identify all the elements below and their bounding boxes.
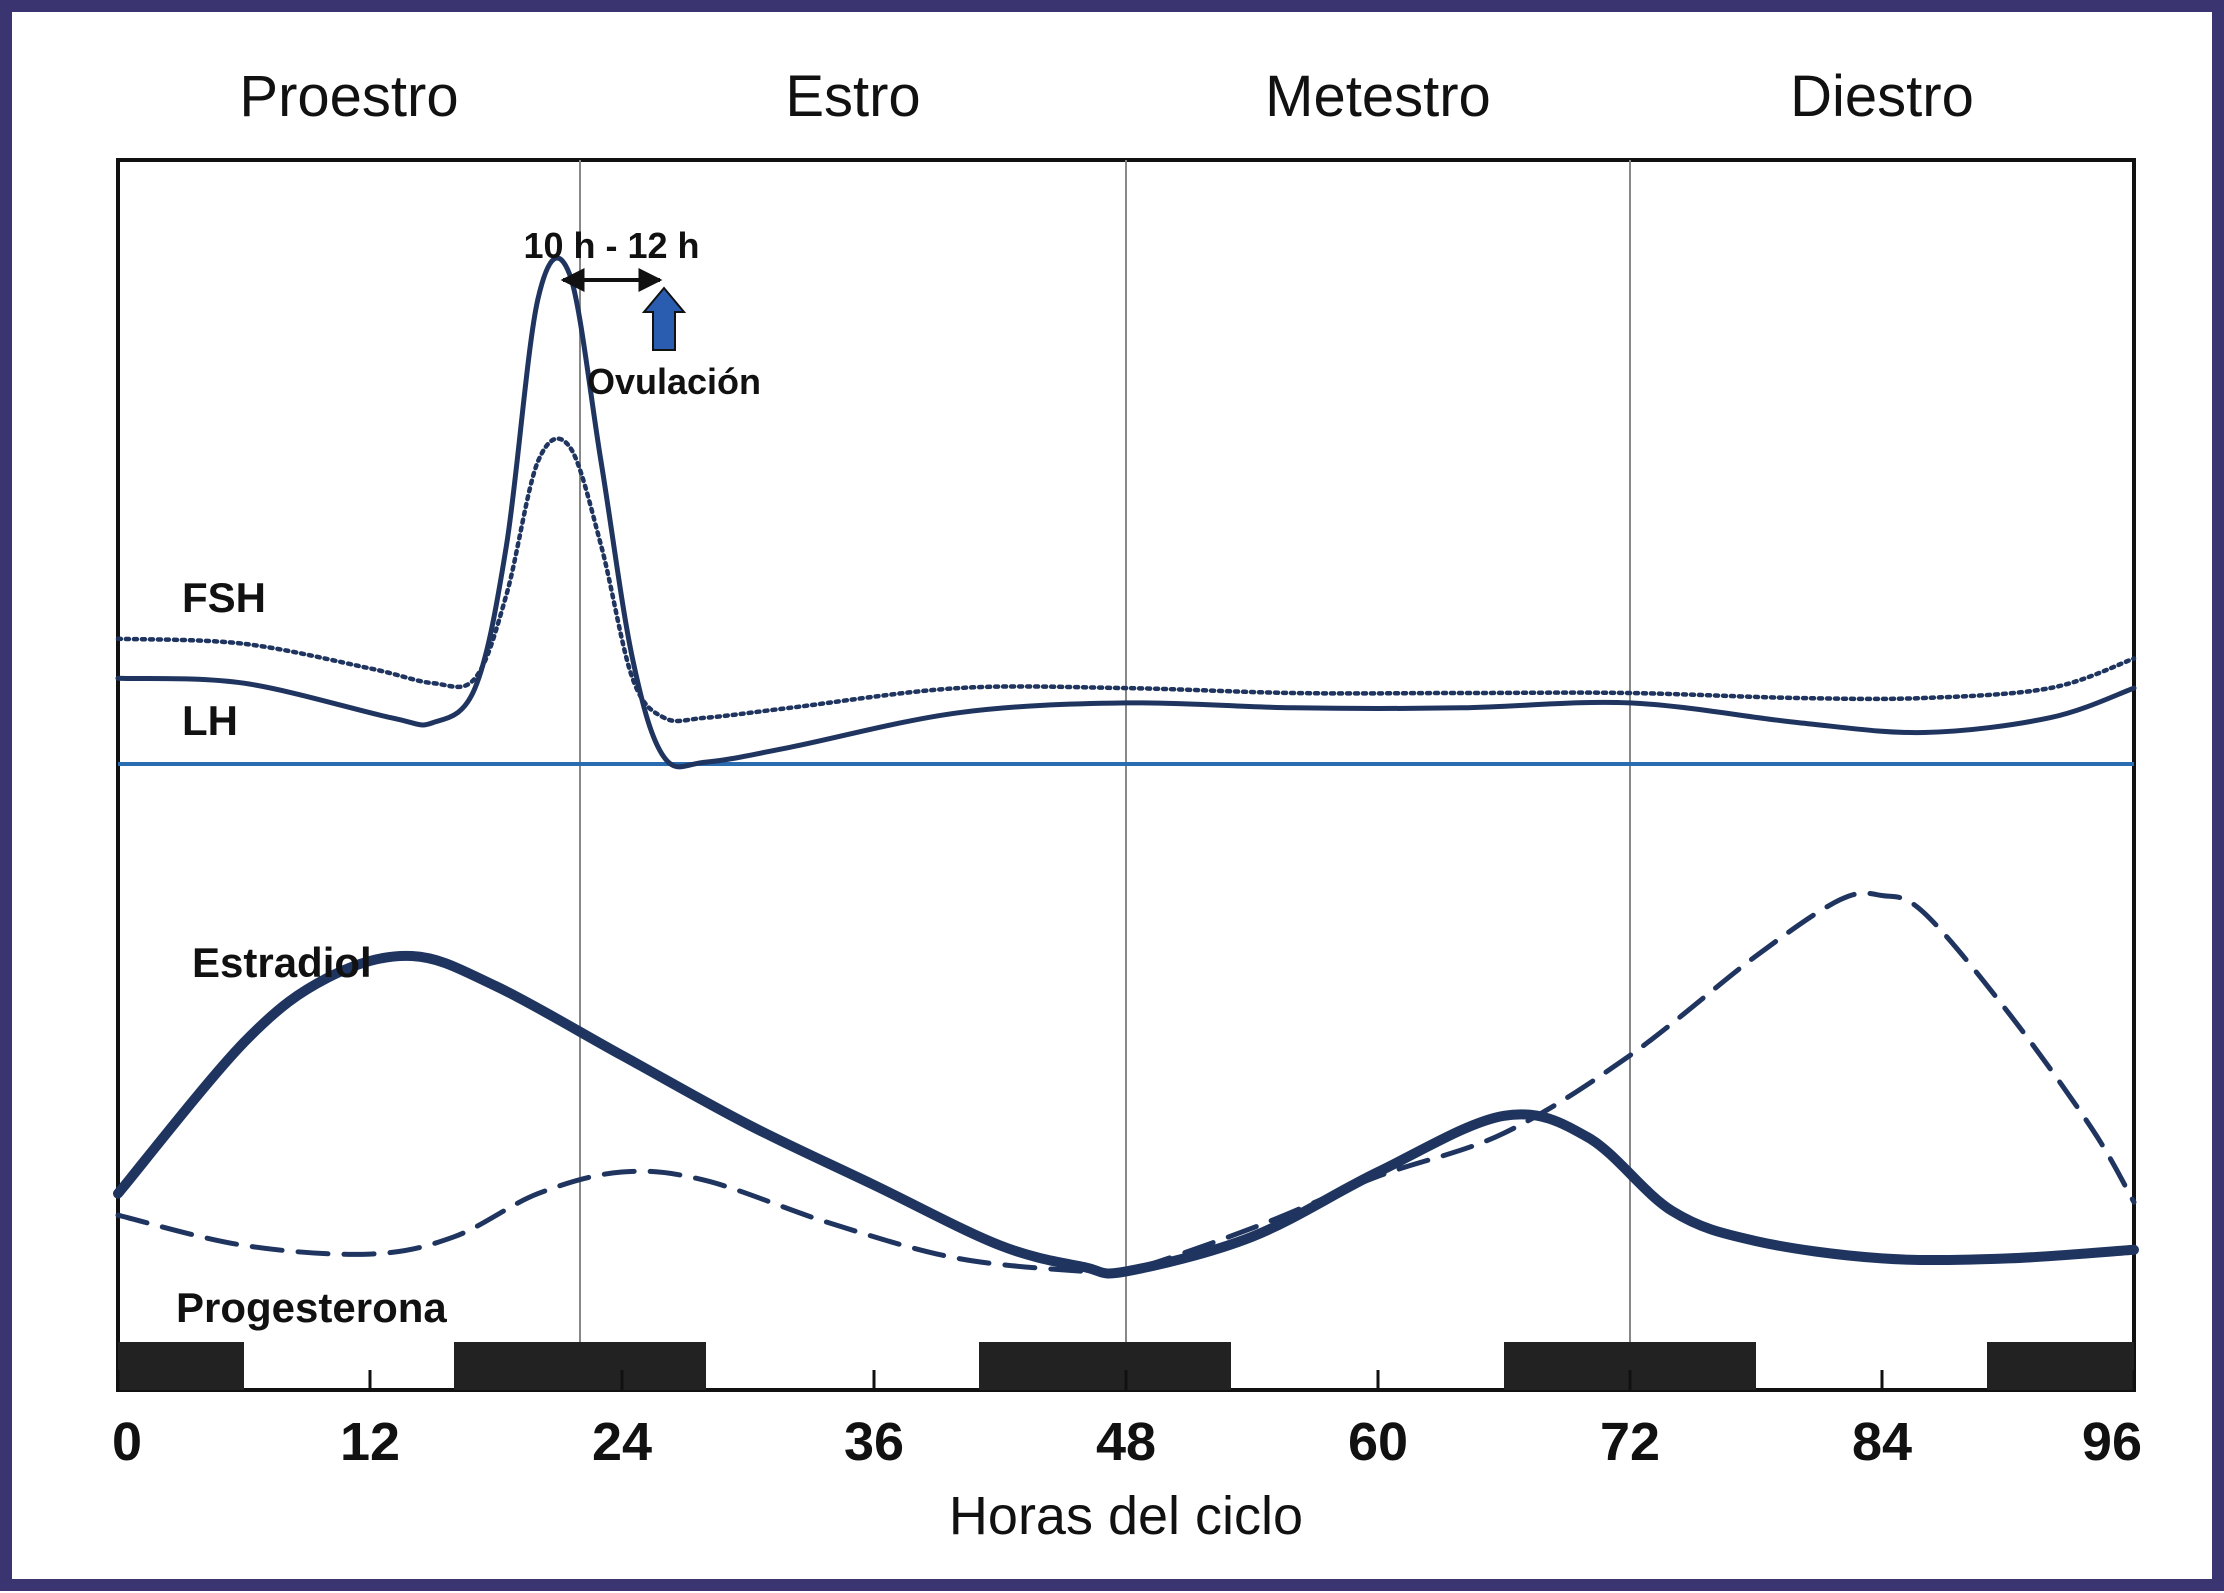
dark-period-block-2 (979, 1342, 1231, 1390)
phase-label-estro: Estro (785, 64, 920, 129)
series-label-lh: LH (182, 697, 238, 744)
x-tick-label-48: 48 (1096, 1412, 1156, 1472)
x-axis-title: Horas del ciclo (949, 1486, 1303, 1546)
x-tick-label-0: 0 (112, 1412, 142, 1472)
series-line-progesterona (115, 890, 2137, 1278)
series-label-fsh: FSH (182, 574, 266, 621)
dark-period-block-4 (1987, 1342, 2134, 1390)
ovulation-label: Ovulación (587, 361, 761, 402)
dark-period-block-0 (118, 1342, 244, 1390)
series-label-progesterona: Progesterona (176, 1284, 447, 1331)
ovulation-arrow-icon (641, 286, 687, 351)
x-tick-label-96: 96 (2082, 1412, 2142, 1472)
phase-label-proestro: Proestro (239, 64, 458, 129)
phase-label-diestro: Diestro (1790, 64, 1974, 129)
series-line-fsh (115, 436, 2137, 724)
series-label-estradiol: Estradiol (192, 939, 372, 986)
interval-label: 10 h - 12 h (523, 225, 699, 266)
estrous-cycle-chart: Proestro Estro Metestro Diestro 0 12 24 36 48 60 7… (112, 64, 2142, 1546)
series-line-lh (115, 255, 2137, 770)
x-tick-label-60: 60 (1348, 1412, 1408, 1472)
x-tick-label-12: 12 (340, 1412, 400, 1472)
x-tick-label-24: 24 (592, 1412, 652, 1472)
phase-label-metestro: Metestro (1265, 64, 1491, 129)
x-tick-label-84: 84 (1852, 1412, 1912, 1472)
dark-period-block-1 (454, 1342, 706, 1390)
x-tick-label-72: 72 (1600, 1412, 1660, 1472)
x-tick-label-36: 36 (844, 1412, 904, 1472)
